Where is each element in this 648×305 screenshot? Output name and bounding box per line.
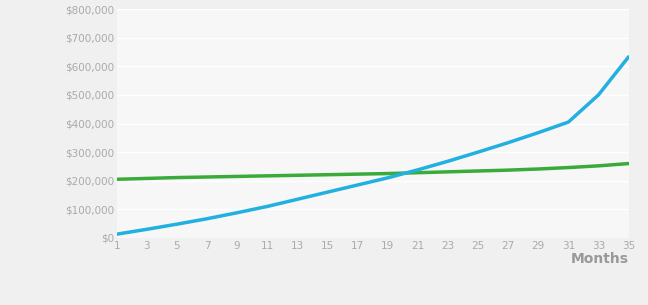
AWS S3 <box>384 176 391 180</box>
AWS S3 <box>203 217 211 221</box>
AWS S3 <box>414 168 422 172</box>
AWS S3 <box>444 160 452 163</box>
S3260 <box>113 178 121 181</box>
S3260 <box>444 170 452 174</box>
AWS S3 <box>504 141 512 145</box>
S3260 <box>595 164 603 168</box>
S3260 <box>323 173 331 177</box>
S3260 <box>625 162 632 165</box>
Line: AWS S3: AWS S3 <box>117 57 629 234</box>
S3260 <box>474 169 482 173</box>
AWS S3 <box>143 228 150 231</box>
AWS S3 <box>323 190 331 194</box>
S3260 <box>263 174 271 178</box>
AWS S3 <box>233 211 241 215</box>
AWS S3 <box>564 120 572 124</box>
AWS S3 <box>535 131 542 135</box>
S3260 <box>504 168 512 172</box>
AWS S3 <box>113 232 121 236</box>
AWS S3 <box>354 183 362 187</box>
S3260 <box>203 175 211 179</box>
S3260 <box>294 174 301 177</box>
X-axis label: Months: Months <box>570 252 629 266</box>
S3260 <box>354 172 362 176</box>
AWS S3 <box>263 205 271 208</box>
S3260 <box>173 176 181 179</box>
AWS S3 <box>173 222 181 226</box>
S3260 <box>143 177 150 180</box>
AWS S3 <box>595 93 603 97</box>
Line: S3260: S3260 <box>117 163 629 179</box>
S3260 <box>535 167 542 171</box>
AWS S3 <box>625 55 632 59</box>
S3260 <box>384 172 391 175</box>
S3260 <box>414 171 422 174</box>
S3260 <box>233 174 241 178</box>
AWS S3 <box>294 197 301 201</box>
AWS S3 <box>474 150 482 154</box>
S3260 <box>564 166 572 169</box>
